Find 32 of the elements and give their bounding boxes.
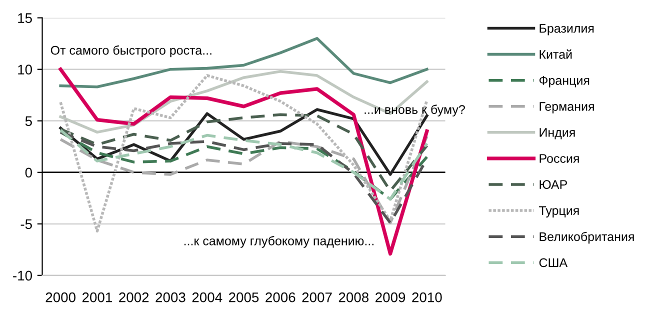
x-tick-label: 2008 <box>338 292 369 302</box>
annotation: ...к самому глубокому падению... <box>184 236 374 248</box>
y-tick-label: 0 <box>25 168 32 178</box>
legend-label: Франция <box>539 76 590 88</box>
legend-label: США <box>539 258 568 268</box>
legend-label: Бразилия <box>540 24 594 36</box>
x-tick-label: 2006 <box>266 292 296 302</box>
legend-label: Великобритания <box>540 232 634 244</box>
legend-label: Индия <box>540 128 575 140</box>
annotation: От самого быстрого роста... <box>50 45 212 58</box>
y-tick-label: 10 <box>18 64 32 75</box>
line-series <box>58 68 429 256</box>
legend-label: Россия <box>540 154 579 163</box>
annotation: ...и вновь к буму? <box>364 104 465 116</box>
x-tick-label: 2000 <box>46 292 76 302</box>
line-series <box>59 74 428 232</box>
y-tick-label: -10 <box>13 270 32 281</box>
x-tick-label: 2003 <box>156 292 186 302</box>
legend-label: Китай <box>540 49 572 59</box>
x-tick-label: 2001 <box>82 292 112 302</box>
x-tick-label: 2010 <box>412 292 442 302</box>
y-tick-label: 15 <box>18 13 32 23</box>
legend-label: ЮАР <box>540 180 567 189</box>
y-tick-label: -5 <box>20 219 32 230</box>
legend-label: Турция <box>539 206 579 218</box>
x-tick-label: 2002 <box>119 292 149 302</box>
x-tick-label: 2007 <box>302 292 332 302</box>
legend-label: Германия <box>540 102 594 114</box>
x-tick-label: 2005 <box>229 292 259 302</box>
y-tick-label: 5 <box>25 116 32 126</box>
x-tick-label: 2009 <box>376 292 406 302</box>
x-tick-label: 2004 <box>192 292 222 302</box>
